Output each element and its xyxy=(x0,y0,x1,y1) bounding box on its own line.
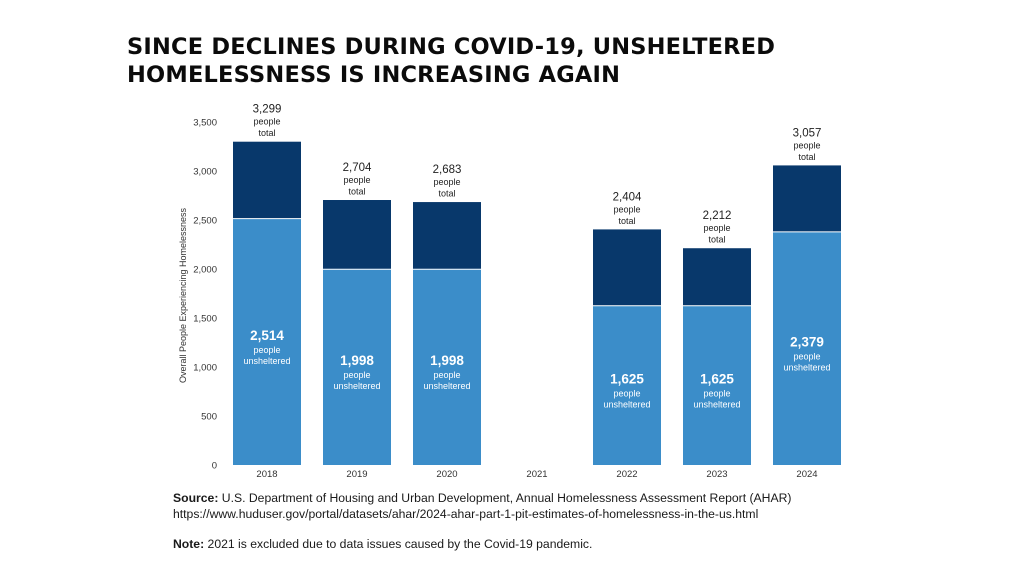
note-line: Note: 2021 is excluded due to data issue… xyxy=(173,536,993,552)
total-value-label: 2,404 xyxy=(613,191,642,203)
bar-unsheltered-2018 xyxy=(233,218,301,465)
y-tick-label: 1,500 xyxy=(193,314,217,325)
total-caption-line-1: people xyxy=(793,140,820,150)
bar-sheltered-2022 xyxy=(593,229,661,306)
unsheltered-caption-line-2: unsheltered xyxy=(693,399,740,409)
bar-unsheltered-2024 xyxy=(773,231,841,465)
unsheltered-caption-line-1: people xyxy=(433,370,460,380)
total-caption-line-1: people xyxy=(433,177,460,187)
y-tick-label: 500 xyxy=(201,412,217,423)
y-tick-label: 1,000 xyxy=(193,363,217,374)
x-tick-label: 2021 xyxy=(526,469,547,480)
note-text: 2021 is excluded due to data issues caus… xyxy=(207,537,593,551)
source-text: U.S. Department of Housing and Urban Dev… xyxy=(221,491,792,505)
source-url: https://www.huduser.gov/portal/datasets/… xyxy=(173,507,759,521)
source-label: Source: xyxy=(173,491,219,505)
chart-footer: Source: U.S. Department of Housing and U… xyxy=(173,490,993,552)
y-axis-label: Overall People Experiencing Homelessness xyxy=(178,207,188,383)
unsheltered-caption-line-1: people xyxy=(793,351,820,361)
bar-sheltered-2019 xyxy=(323,200,391,270)
total-value-label: 3,057 xyxy=(793,127,822,139)
total-caption-line-1: people xyxy=(703,223,730,233)
unsheltered-caption-line-2: unsheltered xyxy=(243,356,290,366)
y-tick-label: 3,000 xyxy=(193,167,217,178)
unsheltered-value-label: 1,998 xyxy=(340,353,374,368)
stacked-bar-chart: 0 500 1,000 1,500 2,000 2,500 3,000 3,500 Overal… xyxy=(178,104,841,480)
unsheltered-value-label: 1,625 xyxy=(610,371,644,386)
unsheltered-caption-line-2: unsheltered xyxy=(603,399,650,409)
unsheltered-value-label: 2,514 xyxy=(250,328,284,343)
unsheltered-caption-line-1: people xyxy=(703,388,730,398)
bar-sheltered-2020 xyxy=(413,202,481,270)
unsheltered-value-label: 1,625 xyxy=(700,371,734,386)
x-tick-label: 2024 xyxy=(796,469,817,480)
chart-title-line-2: HOMELESSNESS IS INCREASING AGAIN xyxy=(127,62,621,88)
bar-sheltered-2023 xyxy=(683,248,751,306)
unsheltered-caption-line-2: unsheltered xyxy=(783,362,830,372)
x-tick-label: 2023 xyxy=(706,469,727,480)
total-caption-line-1: people xyxy=(613,204,640,214)
chart-title: SINCE DECLINES DURING COVID-19, UNSHELTE… xyxy=(127,33,887,89)
source-line: Source: U.S. Department of Housing and U… xyxy=(173,490,993,506)
total-value-label: 2,683 xyxy=(433,164,462,176)
unsheltered-caption-line-2: unsheltered xyxy=(423,381,470,391)
total-caption-line-2: total xyxy=(258,128,275,138)
total-caption-line-1: people xyxy=(253,117,280,127)
unsheltered-value-label: 2,379 xyxy=(790,334,824,349)
bar-unsheltered-2020 xyxy=(413,269,481,465)
unsheltered-caption-line-1: people xyxy=(253,345,280,355)
total-value-label: 3,299 xyxy=(253,104,282,116)
y-tick-label: 0 xyxy=(212,461,217,472)
unsheltered-value-label: 1,998 xyxy=(430,353,464,368)
unsheltered-caption-line-2: unsheltered xyxy=(333,381,380,391)
total-caption-line-2: total xyxy=(438,189,455,199)
bar-unsheltered-2022 xyxy=(593,305,661,465)
bar-unsheltered-2019 xyxy=(323,269,391,465)
total-value-label: 2,212 xyxy=(703,210,732,222)
x-tick-label: 2019 xyxy=(346,469,367,480)
total-caption-line-2: total xyxy=(708,235,725,245)
unsheltered-caption-line-1: people xyxy=(343,370,370,380)
y-tick-label: 2,000 xyxy=(193,265,217,276)
total-caption-line-1: people xyxy=(343,175,370,185)
y-tick-label: 2,500 xyxy=(193,216,217,227)
unsheltered-caption-line-1: people xyxy=(613,388,640,398)
x-tick-label: 2022 xyxy=(616,469,637,480)
note-label: Note: xyxy=(173,537,205,551)
bar-sheltered-2018 xyxy=(233,141,301,219)
chart-title-line-1: SINCE DECLINES DURING COVID-19, UNSHELTE… xyxy=(127,34,776,60)
bar-unsheltered-2023 xyxy=(683,305,751,465)
total-caption-line-2: total xyxy=(798,152,815,162)
x-tick-label: 2018 xyxy=(256,469,277,480)
y-tick-label: 3,500 xyxy=(193,118,217,129)
bar-sheltered-2024 xyxy=(773,165,841,232)
total-caption-line-2: total xyxy=(348,187,365,197)
x-tick-label: 2020 xyxy=(436,469,457,480)
total-caption-line-2: total xyxy=(618,216,635,226)
total-value-label: 2,704 xyxy=(343,162,372,174)
